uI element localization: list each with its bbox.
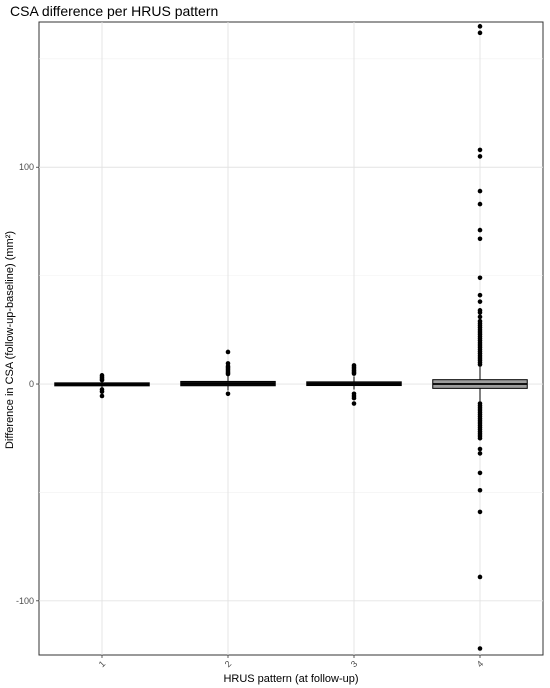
x-tick-label: 3 bbox=[349, 659, 360, 670]
outlier-point bbox=[477, 314, 483, 320]
outlier-point bbox=[351, 371, 357, 376]
outlier-point bbox=[477, 487, 483, 493]
outlier-point bbox=[477, 188, 483, 194]
outlier-point bbox=[477, 446, 483, 452]
outlier-point bbox=[477, 275, 483, 281]
x-tick-label: 4 bbox=[475, 659, 486, 670]
outlier-point bbox=[225, 349, 231, 355]
outlier-point bbox=[477, 30, 483, 36]
outlier-point bbox=[477, 646, 483, 651]
outlier-point bbox=[477, 362, 483, 367]
x-tick-layer: 1 2 3 4 bbox=[97, 655, 486, 670]
outlier-point bbox=[351, 401, 357, 406]
outlier-point bbox=[225, 391, 231, 397]
outlier-layer bbox=[99, 24, 483, 651]
outlier-point bbox=[477, 509, 483, 515]
outlier-point bbox=[477, 574, 483, 580]
x-tick-label: 1 bbox=[97, 659, 108, 670]
outlier-point bbox=[477, 236, 483, 242]
outlier-point bbox=[477, 299, 483, 304]
outlier-point bbox=[99, 377, 105, 383]
outlier-point bbox=[477, 154, 483, 159]
box-category-1 bbox=[54, 381, 150, 388]
outlier-point bbox=[225, 371, 231, 377]
y-tick-label: 0 bbox=[29, 379, 34, 389]
outlier-point bbox=[477, 24, 483, 29]
outlier-point bbox=[477, 451, 483, 456]
outlier-point bbox=[477, 201, 483, 207]
x-tick-label: 2 bbox=[223, 659, 234, 670]
y-tick-label: -100 bbox=[16, 596, 34, 606]
box-layer bbox=[54, 366, 528, 402]
outlier-point bbox=[477, 227, 483, 233]
outlier-point bbox=[477, 435, 483, 441]
box-category-3 bbox=[306, 376, 402, 390]
chart-title: CSA difference per HRUS pattern bbox=[10, 3, 219, 19]
box-category-2 bbox=[180, 375, 276, 391]
outlier-point bbox=[351, 395, 357, 401]
y-tick-label: 100 bbox=[19, 162, 34, 172]
outlier-point bbox=[99, 393, 105, 399]
y-axis-title: Difference in CSA (follow-up-baseline) (… bbox=[4, 231, 16, 449]
grid-layer bbox=[39, 22, 543, 655]
plot-panel-border bbox=[38, 21, 544, 656]
y-tick-layer: -100 0 100 bbox=[16, 162, 39, 606]
box-category-4 bbox=[432, 366, 528, 402]
outlier-point bbox=[477, 147, 483, 153]
x-axis-title: HRUS pattern (at follow-up) bbox=[223, 673, 358, 685]
outlier-point bbox=[477, 470, 483, 476]
outlier-point bbox=[99, 389, 105, 394]
outlier-point bbox=[477, 310, 483, 315]
outlier-point bbox=[477, 292, 483, 298]
